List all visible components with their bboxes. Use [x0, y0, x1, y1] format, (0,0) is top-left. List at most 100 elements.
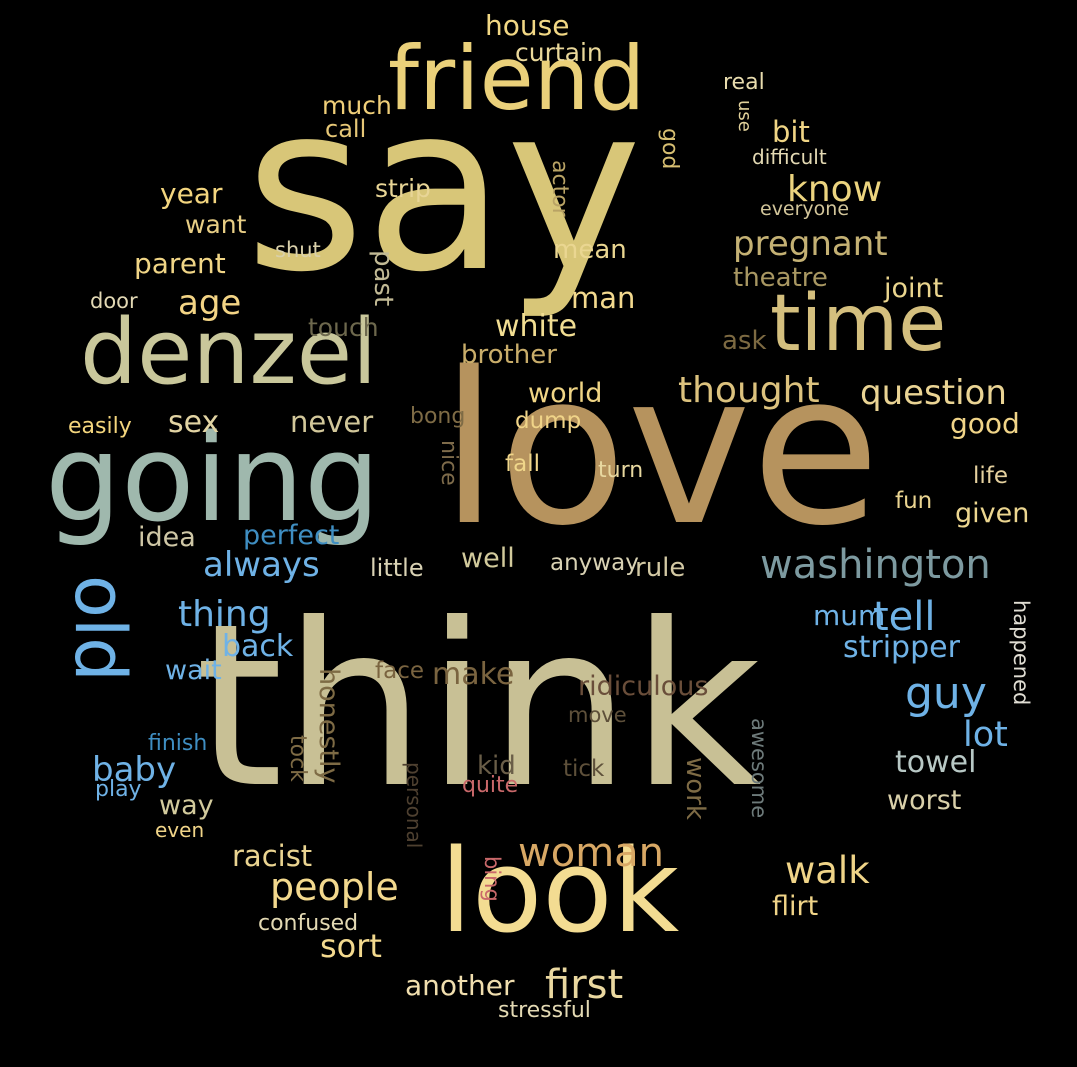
- word-finish: finish: [148, 731, 208, 756]
- word-ask: ask: [722, 326, 767, 356]
- word-theatre: theatre: [733, 263, 828, 293]
- word-difficult: difficult: [752, 145, 827, 169]
- word-guy: guy: [905, 668, 987, 719]
- word-know: know: [787, 169, 883, 210]
- word-back: back: [222, 629, 294, 664]
- word-much: much: [322, 91, 392, 120]
- word-bong: bong: [410, 404, 466, 429]
- word-look: look: [440, 825, 680, 959]
- word-play: play: [95, 777, 142, 802]
- word-dump: dump: [515, 408, 582, 434]
- word-move: move: [568, 703, 627, 727]
- word-use: use: [734, 100, 755, 132]
- word-work: work: [680, 757, 710, 820]
- word-everyone: everyone: [760, 198, 850, 220]
- word-parent: parent: [134, 247, 226, 280]
- word-pregnant: pregnant: [733, 224, 888, 264]
- word-personal: personal: [402, 762, 426, 849]
- word-people: people: [270, 865, 399, 909]
- word-shut: shut: [275, 238, 321, 262]
- word-given: given: [955, 498, 1030, 529]
- word-good: good: [950, 407, 1020, 440]
- word-another: another: [405, 969, 515, 1002]
- word-thing: thing: [178, 594, 271, 635]
- word-make: make: [432, 657, 515, 692]
- word-racist: racist: [232, 839, 313, 873]
- word-god: god: [657, 128, 682, 170]
- word-old: old: [59, 575, 141, 682]
- word-call: call: [325, 115, 367, 143]
- word-woman: woman: [518, 830, 665, 876]
- word-curtain: curtain: [515, 38, 603, 67]
- word-wait: wait: [165, 655, 222, 686]
- word-touch: touch: [308, 313, 379, 342]
- word-say: say: [245, 56, 642, 323]
- word-happened: happened: [1009, 600, 1033, 706]
- word-question: question: [860, 373, 1007, 413]
- word-lot: lot: [963, 715, 1008, 755]
- word-towel: towel: [895, 745, 977, 780]
- word-perfect: perfect: [243, 520, 340, 551]
- word-going: going: [45, 410, 381, 549]
- word-time: time: [770, 279, 947, 369]
- word-tock: tock: [285, 735, 310, 782]
- word-way: way: [159, 790, 214, 821]
- word-actor: actor: [547, 160, 572, 217]
- word-never: never: [290, 405, 374, 439]
- word-turn: turn: [598, 458, 644, 483]
- word-white: white: [495, 309, 578, 344]
- word-baby: baby: [92, 750, 177, 790]
- word-fall: fall: [505, 451, 540, 477]
- word-stressful: stressful: [498, 998, 591, 1023]
- word-awesome: awesome: [747, 718, 771, 819]
- word-anyway: anyway: [550, 550, 639, 576]
- word-face: face: [375, 658, 424, 684]
- word-joint: joint: [884, 273, 944, 304]
- word-idea: idea: [138, 522, 196, 553]
- word-year: year: [160, 177, 223, 210]
- word-fun: fun: [895, 488, 933, 514]
- word-house: house: [485, 9, 570, 42]
- word-friend: friend: [388, 27, 646, 130]
- word-confused: confused: [258, 911, 359, 936]
- word-door: door: [90, 289, 138, 313]
- word-bing: bing: [480, 856, 504, 902]
- word-ridiculous: ridiculous: [578, 671, 709, 702]
- word-love: love: [440, 327, 881, 572]
- word-honestly: honestly: [313, 668, 344, 784]
- word-little: little: [370, 554, 424, 582]
- word-first: first: [545, 962, 624, 1008]
- word-bit: bit: [772, 115, 810, 149]
- word-worst: worst: [887, 785, 962, 816]
- word-age: age: [178, 283, 242, 323]
- word-stripper: stripper: [843, 630, 960, 665]
- word-quite: quite: [462, 773, 519, 798]
- word-brother: brother: [461, 340, 557, 370]
- word-tell: tell: [873, 594, 936, 640]
- word-mean: mean: [553, 235, 627, 265]
- word-tick: tick: [563, 756, 605, 782]
- word-well: well: [461, 543, 515, 574]
- word-real: real: [723, 70, 765, 95]
- word-denzel: denzel: [80, 300, 378, 405]
- word-world: world: [528, 378, 603, 409]
- word-rule: rule: [635, 553, 686, 583]
- word-sort: sort: [320, 927, 382, 965]
- word-think: think: [195, 576, 762, 838]
- word-strip: strip: [375, 174, 431, 203]
- word-kid: kid: [477, 751, 516, 781]
- word-man: man: [571, 281, 636, 315]
- word-past: past: [368, 250, 398, 307]
- word-even: even: [155, 818, 205, 842]
- word-sex: sex: [168, 405, 220, 440]
- word-thought: thought: [678, 370, 820, 411]
- word-want: want: [185, 210, 247, 239]
- word-easily: easily: [68, 414, 132, 439]
- word-walk: walk: [785, 849, 870, 892]
- word-life: life: [973, 463, 1009, 489]
- word-washington: washington: [760, 542, 991, 588]
- word-mum: mum: [813, 599, 886, 632]
- word-flirt: flirt: [772, 891, 819, 922]
- word-nice: nice: [436, 440, 461, 486]
